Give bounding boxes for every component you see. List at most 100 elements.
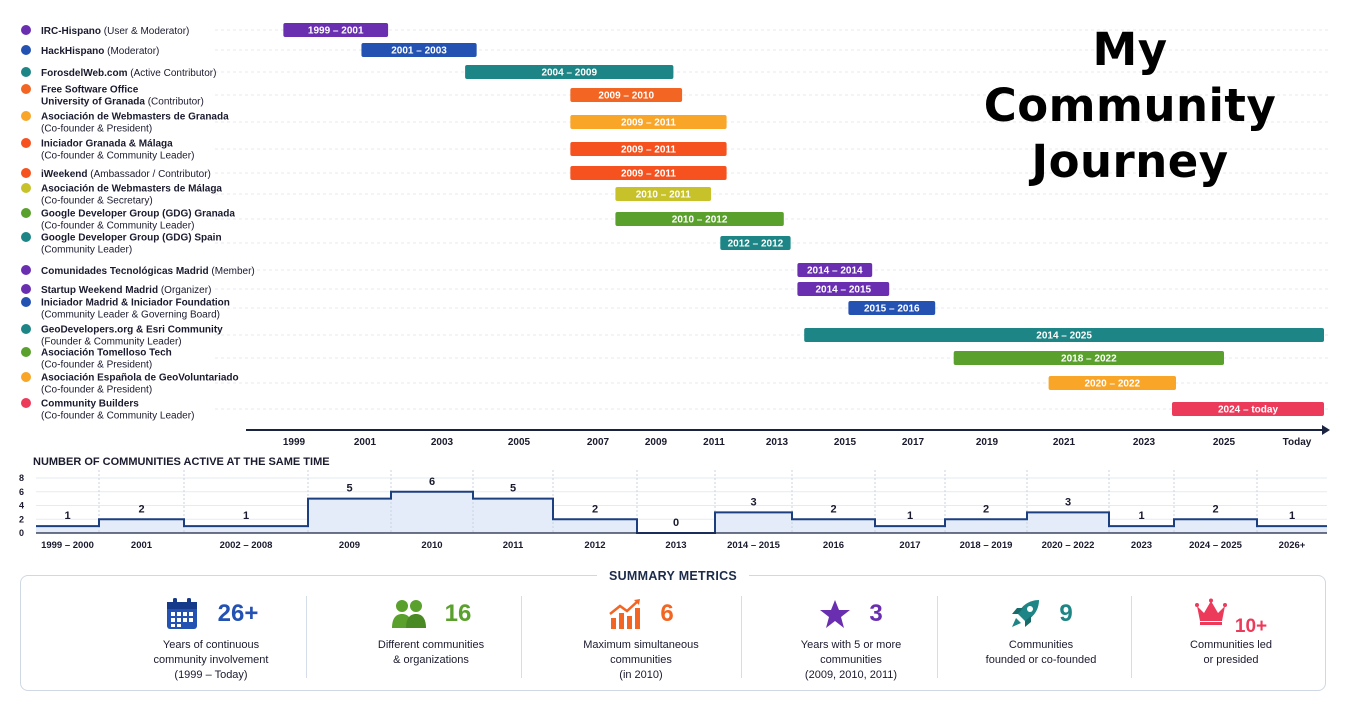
- step-value-label: 5: [510, 483, 516, 495]
- bar-label: 2010 – 2012: [672, 215, 728, 226]
- title-line: Journey: [1031, 135, 1229, 188]
- metric-years: 26+ Years of continuous community involv…: [91, 594, 331, 682]
- timeline-bar: [797, 263, 873, 277]
- timeline-row: Asociación de Webmasters de Granada(Co-f…: [21, 111, 727, 135]
- x-tick-label: Today: [1283, 437, 1312, 448]
- step-area: [36, 491, 1327, 533]
- timeline-bar: [953, 351, 1224, 365]
- step-category-label: 2001: [131, 540, 153, 551]
- metric-max-simultaneous: 6 Maximum simultaneous communities (in 2…: [531, 594, 751, 682]
- bar-label: 2015 – 2016: [864, 304, 920, 315]
- bar-label: 2009 – 2011: [621, 145, 676, 156]
- row-bullet: [21, 67, 31, 77]
- row-bullet: [21, 208, 31, 218]
- summary-metrics-panel: SUMMARY METRICS 26+ Years of continuous …: [20, 569, 1326, 691]
- title-line: My: [1092, 23, 1168, 76]
- row-role: University of Granada (Contributor): [41, 97, 204, 108]
- timeline-bar: [570, 166, 727, 180]
- bar-label: 2010 – 2011: [636, 190, 691, 201]
- step-category-label: 2017: [899, 540, 920, 551]
- timeline-row: Community Builders(Co-founder & Communit…: [21, 398, 1324, 422]
- row-bullet: [21, 398, 31, 408]
- row-bullet: [21, 232, 31, 242]
- metric-led: 10+ Communities led or presided: [1141, 594, 1321, 682]
- step-category-label: 1999 – 2000: [41, 540, 94, 551]
- step-value-label: 5: [346, 483, 352, 495]
- row-bullet: [21, 372, 31, 382]
- timeline-bar: [797, 282, 890, 296]
- row-role: (Co-founder & President): [41, 124, 152, 135]
- row-role: (Co-founder & Community Leader): [41, 221, 194, 232]
- x-tick-label: 1999: [283, 437, 306, 448]
- row-bullet: [21, 284, 31, 294]
- step-value-label: 3: [750, 496, 756, 508]
- x-tick-label: 2021: [1053, 437, 1076, 448]
- bar-label: 2024 – today: [1218, 405, 1278, 416]
- timeline-row: IRC-Hispano (User & Moderator) 1999 – 200…: [21, 23, 389, 37]
- x-tick-label: 2015: [834, 437, 857, 448]
- timeline-row: Comunidades Tecnológicas Madrid (Member)…: [21, 263, 873, 277]
- step-category-label: 2023: [1131, 540, 1152, 551]
- row-bullet: [21, 111, 31, 121]
- row-name: Iniciador Granada & Málaga: [41, 139, 173, 150]
- metric-value: 3: [869, 600, 883, 627]
- row-bullet: [21, 168, 31, 178]
- calendar-icon: [166, 598, 197, 629]
- row-bullet: [21, 138, 31, 148]
- step-value-label: 2: [830, 503, 836, 515]
- summary-title: SUMMARY METRICS: [596, 569, 750, 583]
- row-role: (Co-founder & Community Leader): [41, 411, 194, 422]
- row-role: (Community Leader & Governing Board): [41, 310, 220, 321]
- rocket-icon: [1012, 600, 1040, 627]
- row-name: Google Developer Group (GDG) Granada: [41, 209, 235, 220]
- people-icon: [391, 600, 426, 628]
- step-value-label: 6: [429, 476, 435, 488]
- x-tick-label: 2011: [703, 437, 725, 448]
- bar-label: 2004 – 2009: [541, 68, 597, 79]
- step-value-label: 1: [243, 510, 249, 522]
- row-role: (Community Leader): [41, 245, 132, 256]
- bar-label: 2014 – 2015: [815, 285, 871, 296]
- timeline-bar: [615, 187, 712, 201]
- timeline-row: GeoDevelopers.org & Esri Community(Found…: [21, 324, 1324, 348]
- metric-value: 10+: [1234, 616, 1268, 637]
- x-tick-label: 2007: [587, 437, 610, 448]
- timeline-bar: [804, 328, 1324, 342]
- metric-founded: 9 Communities founded or co-founded: [946, 594, 1136, 682]
- bar-label: 2009 – 2011: [621, 169, 676, 180]
- row-bullet: [21, 265, 31, 275]
- row-bullet: [21, 84, 31, 94]
- star-icon: [820, 600, 851, 628]
- timeline-row: Asociación Tomelloso Tech(Co-founder & P…: [21, 347, 1224, 371]
- crown-icon: [1194, 598, 1227, 625]
- row-name: Asociación de Webmasters de Granada: [41, 112, 229, 123]
- row-name: Community Builders: [41, 399, 139, 410]
- step-category-label: 2024 – 2025: [1189, 540, 1243, 551]
- timeline-bar: [570, 142, 727, 156]
- timeline-row: Asociación de Webmasters de Málaga(Co-fo…: [21, 183, 712, 207]
- y-tick-label: 0: [19, 528, 24, 538]
- timeline-row: Asociación Española de GeoVoluntariado(C…: [21, 372, 1176, 396]
- metric-communities: 16 Different communities & organizations: [321, 594, 541, 682]
- metric-value: 26+: [217, 600, 259, 627]
- row-name: Asociación de Webmasters de Málaga: [41, 184, 222, 195]
- y-tick-label: 2: [19, 514, 24, 524]
- timeline-row: ForosdelWeb.com (Active Contributor) 2004…: [21, 65, 674, 79]
- divider: [1131, 596, 1132, 678]
- bar-label: 2014 – 2025: [1036, 331, 1092, 342]
- step-value-label: 2: [1212, 503, 1218, 515]
- metric-desc: Communities led or presided: [1190, 639, 1272, 666]
- metric-desc: Years with 5 or more communities (2009, …: [800, 639, 902, 681]
- step-category-label: 2020 – 2022: [1042, 540, 1095, 551]
- community-timeline-chart: IRC-Hispano (User & Moderator) 1999 – 200…: [21, 23, 1330, 448]
- step-value-label: 1: [64, 510, 70, 522]
- row-bullet: [21, 183, 31, 193]
- row-bullet: [21, 347, 31, 357]
- bar-label: 1999 – 2001: [308, 26, 364, 37]
- row-name: HackHispano (Moderator): [41, 46, 159, 57]
- row-bullet: [21, 45, 31, 55]
- row-name: iWeekend (Ambassador / Contributor): [41, 169, 211, 180]
- timeline-bar: [720, 236, 791, 250]
- row-role: (Co-founder & Community Leader): [41, 151, 194, 162]
